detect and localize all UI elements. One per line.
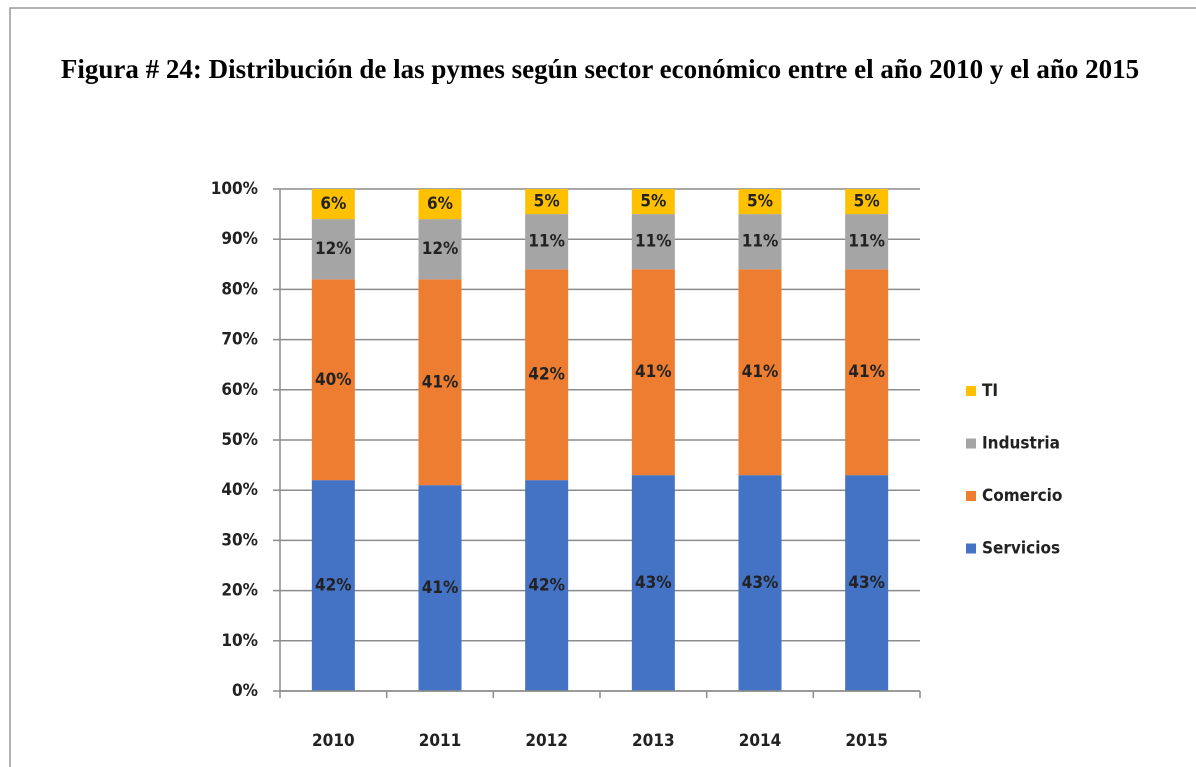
- bar-segment: [311, 279, 355, 481]
- bar-segment: [631, 189, 675, 215]
- y-tick-label: 10%: [221, 631, 258, 651]
- y-tick-label: 20%: [221, 581, 258, 601]
- data-label: 12%: [315, 239, 352, 259]
- y-tick-label: 40%: [221, 480, 258, 500]
- data-label: 42%: [315, 576, 352, 596]
- bar-segment: [845, 189, 889, 215]
- bar-segment: [418, 219, 462, 280]
- legend-label: TI: [982, 381, 998, 401]
- data-label: 43%: [848, 573, 885, 593]
- legend-label: Industria: [982, 434, 1060, 454]
- bar-segment: [738, 214, 782, 270]
- bar-segment: [738, 475, 782, 691]
- data-label: 41%: [742, 362, 779, 382]
- y-tick-label: 0%: [232, 681, 258, 701]
- bar-segment: [311, 189, 355, 220]
- data-label: 5%: [640, 192, 666, 212]
- data-label: 11%: [848, 232, 885, 252]
- bar-segment: [845, 269, 889, 476]
- bar-segment: [525, 189, 569, 215]
- data-label: 40%: [315, 370, 352, 390]
- data-label: 5%: [747, 192, 773, 212]
- y-tick-label: 50%: [221, 430, 258, 450]
- x-tick-label: 2012: [525, 731, 568, 751]
- data-label: 11%: [742, 232, 779, 252]
- x-tick-label: 2011: [419, 731, 462, 751]
- y-tick-label: 100%: [211, 179, 258, 199]
- x-tick-label: 2014: [739, 731, 782, 751]
- legend-swatch: [966, 386, 976, 396]
- chart-title: Figura # 24: Distribución de las pymes s…: [60, 54, 1140, 84]
- bar-segment: [631, 475, 675, 691]
- data-label: 5%: [854, 192, 880, 212]
- bar-segment: [418, 485, 462, 691]
- bar-segment: [525, 214, 569, 270]
- bar-segment: [631, 214, 675, 270]
- data-label: 42%: [528, 576, 565, 596]
- y-tick-label: 70%: [221, 330, 258, 350]
- x-tick-label: 2015: [845, 731, 888, 751]
- frame: [9, 7, 1196, 767]
- legend-swatch: [966, 543, 976, 554]
- data-label: 43%: [635, 573, 672, 593]
- data-label: 5%: [534, 192, 560, 212]
- bar-segment: [311, 480, 355, 691]
- y-tick-label: 60%: [221, 380, 258, 400]
- bar-segment: [845, 475, 889, 691]
- legend-swatch: [966, 438, 976, 449]
- data-label: 11%: [635, 232, 672, 252]
- bar-segment: [525, 480, 569, 691]
- bar-segment: [525, 269, 569, 481]
- bar-segment: [631, 269, 675, 476]
- y-tick-label: 90%: [221, 229, 258, 249]
- y-tick-label: 30%: [221, 530, 258, 550]
- data-label: 41%: [422, 578, 459, 598]
- legend-label: Servicios: [982, 539, 1060, 559]
- data-label: 41%: [848, 362, 885, 382]
- data-label: 42%: [528, 365, 565, 385]
- data-label: 41%: [635, 362, 672, 382]
- x-tick-label: 2013: [632, 731, 675, 751]
- data-label: 6%: [320, 194, 346, 214]
- data-label: 11%: [528, 232, 565, 252]
- legend-swatch: [966, 491, 976, 501]
- data-label: 41%: [422, 372, 459, 392]
- bar-segment: [738, 189, 782, 215]
- x-tick-label: 2010: [312, 731, 355, 751]
- bar-segment: [738, 269, 782, 476]
- data-label: 43%: [742, 573, 779, 593]
- bar-segment: [418, 279, 462, 486]
- data-label: 6%: [427, 194, 453, 214]
- legend-label: Comercio: [982, 486, 1062, 506]
- y-tick-label: 80%: [221, 279, 258, 299]
- bar-segment: [418, 189, 462, 220]
- data-label: 12%: [422, 239, 459, 259]
- bar-segment: [311, 219, 355, 280]
- bar-segment: [845, 214, 889, 270]
